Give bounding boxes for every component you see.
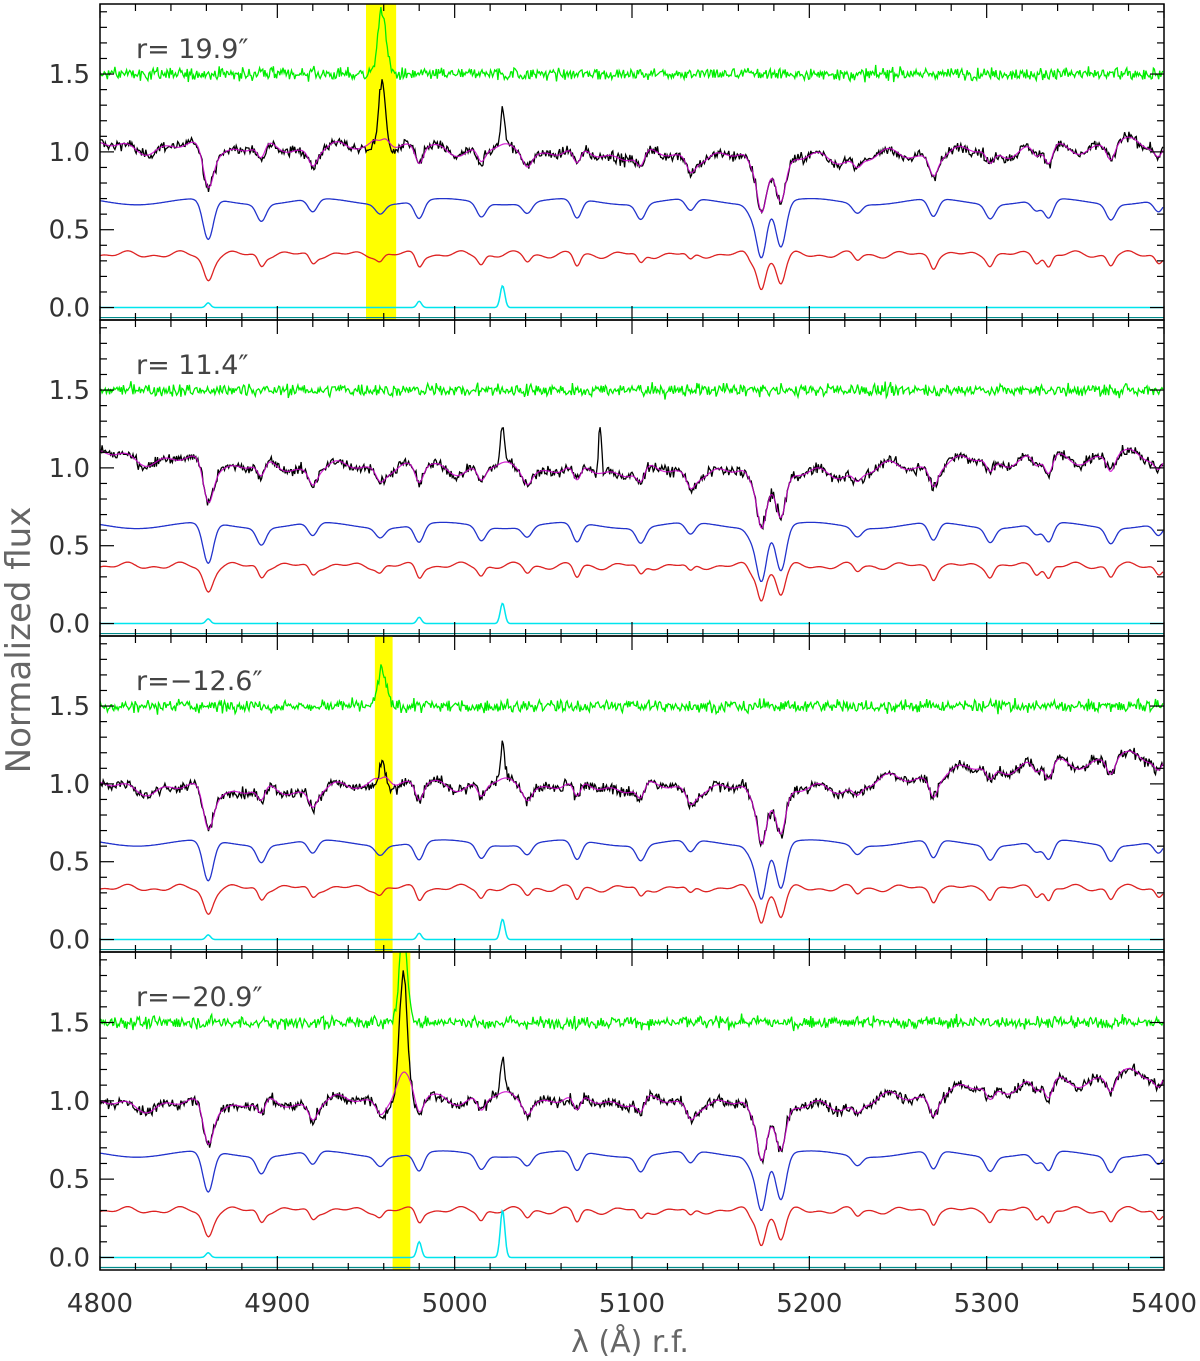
blue-template-series (100, 197, 1164, 259)
y-tick-label: 0.0 (49, 926, 90, 956)
observed-spectrum-series (100, 427, 1164, 531)
x-tick-label: 4800 (67, 1289, 133, 1319)
y-tick-label: 1.5 (49, 1008, 90, 1038)
y-tick-label: 0.5 (49, 216, 90, 246)
model-fit-series (100, 448, 1164, 530)
model-fit-series (100, 1067, 1164, 1162)
y-axis-title: Normalized flux (0, 507, 39, 774)
x-tick-label: 5100 (599, 1289, 665, 1319)
y-tick-label: 0.0 (49, 610, 90, 640)
panel-4: 0.0 0.5 1.0 1.5 r=−20.9″ (49, 951, 1165, 1273)
red-template-series (100, 883, 1164, 924)
red-template-series (100, 250, 1164, 291)
observed-spectrum-series (100, 79, 1164, 215)
red-template-series (100, 561, 1164, 602)
y-tick-label: 1.5 (49, 60, 90, 90)
y-tick-label: 1.5 (49, 692, 90, 722)
y-tick-label: 1.0 (49, 1087, 90, 1117)
y-tick-label: 1.5 (49, 376, 90, 406)
y-tick-label: 0.0 (49, 1243, 90, 1273)
x-tick-label: 5200 (776, 1289, 842, 1319)
model-fit-series (100, 750, 1164, 846)
panels-layer: 0.0 0.5 1.0 1.5 r= 19.9″ 0.0 0.5 1.0 1.5 r= 11.4″… (49, 3, 1197, 1319)
x-tick-labels: 4800 4900 5000 5100 5200 5300 5400 (67, 1289, 1197, 1319)
panel-radius-label: r=−20.9″ (136, 982, 263, 1013)
blue-template-series (100, 1150, 1164, 1212)
panel-plot-area (100, 952, 1164, 1270)
emission-model-series (100, 602, 1163, 625)
residual-series (100, 664, 1164, 716)
x-axis-title: λ (Å) r.f. (571, 1324, 689, 1360)
emission-model-series (100, 1208, 1163, 1259)
emission-model-series (100, 918, 1163, 941)
panel-plot-area (100, 381, 1164, 635)
emission-highlight-band (392, 952, 411, 1270)
observed-spectrum-series (100, 740, 1164, 848)
y-tick-label: 1.0 (49, 770, 90, 800)
x-tick-label: 5400 (1131, 1289, 1197, 1319)
blue-template-series (100, 521, 1164, 583)
red-template-series (100, 1205, 1164, 1247)
emission-model-series (100, 284, 1163, 309)
x-tick-label: 4900 (244, 1289, 310, 1319)
residual-series (100, 7, 1164, 83)
panel-radius-label: r= 11.4″ (136, 350, 249, 381)
emission-highlight-band (366, 4, 397, 320)
x-tick-label: 5000 (422, 1289, 488, 1319)
x-tick-label: 5300 (954, 1289, 1020, 1319)
residual-series (100, 952, 1164, 1032)
y-tick-label: 0.5 (49, 532, 90, 562)
y-tick-label: 0.5 (49, 1165, 90, 1195)
panel-radius-label: r=−12.6″ (136, 666, 263, 697)
residual-series (100, 381, 1164, 400)
emission-highlight-band (374, 636, 393, 952)
y-tick-label: 0.5 (49, 848, 90, 878)
panel-plot-area (100, 4, 1164, 320)
y-tick-label: 1.0 (49, 138, 90, 168)
panel-2: 0.0 0.5 1.0 1.5 r= 11.4″ (49, 319, 1165, 640)
panel-1: 0.0 0.5 1.0 1.5 r= 19.9″ (49, 3, 1165, 324)
y-tick-label: 1.0 (49, 454, 90, 484)
model-fit-series (100, 136, 1164, 214)
y-tick-label: 0.0 (49, 294, 90, 324)
panel-radius-label: r= 19.9″ (136, 34, 249, 65)
panel-3: 0.0 0.5 1.0 1.5 r=−12.6″ (49, 635, 1165, 956)
blue-template-series (100, 839, 1164, 900)
